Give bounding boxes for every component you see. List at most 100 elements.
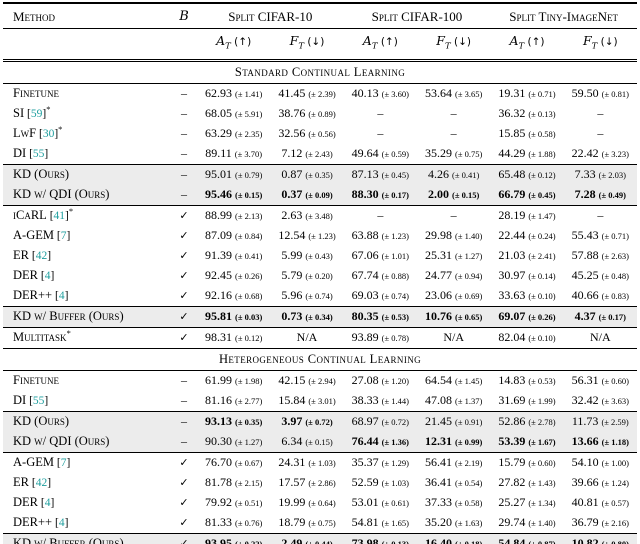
metric-cell: 10.76 (± 0.65) [416,305,491,327]
section-row: Standard Continual Learning [3,59,637,84]
metric-cell: 16.40 (± 0.18) [416,532,491,544]
section-header: Standard Continual Learning [3,59,637,84]
citation-bracket: [ [38,269,45,282]
buffer-cell: – [171,144,197,165]
metric-std: (± 0.74) [305,290,333,301]
metric-cell: 13.66 (± 1.18) [564,432,637,453]
citation-link[interactable]: 55 [32,147,45,160]
metric-value: 40.66 [571,287,599,302]
metric-value: 55.43 [571,227,599,242]
citation-link[interactable]: 42 [35,476,48,489]
metric-std: (± 0.57) [601,497,629,508]
section-header: Heterogeneous Continual Learning [3,347,637,371]
metric-cell: 2.49 (± 0.44) [270,532,344,544]
buffer-cell: ✓ [171,326,197,348]
metric-std: (± 0.03) [235,311,263,322]
citation-link[interactable]: 7 [60,229,67,242]
citation-link[interactable]: 42 [35,249,48,262]
metric-value: 87.13 [351,166,379,181]
metric-cell: 59.50 (± 0.81) [564,83,637,104]
method-name: Finetune [13,373,59,387]
citation-link[interactable]: 59 [30,107,43,120]
metric-value: 81.78 [205,474,232,489]
metric-value: 15.84 [278,392,306,407]
metric-cell: 32.42 (± 3.63) [564,391,637,412]
metric-cell: 40.66 (± 0.83) [564,286,637,307]
metric-std: (± 0.45) [528,189,556,200]
buffer-cell: – [171,104,197,124]
metric-std: (± 0.10) [528,332,556,343]
buffer-cell: ✓ [171,305,197,327]
metric-std: (± 0.56) [308,128,336,139]
metric-value: 69.03 [351,287,379,302]
metric-cell: 12.54 (± 1.23) [270,226,343,246]
direction-arrow-icon: (↑) [377,36,398,48]
metric-value: 76.44 [351,433,379,448]
metric-value: 64.54 [424,372,452,387]
metric-cell: 93.13 (± 0.35) [197,410,271,432]
metric-value: 68.97 [351,413,379,428]
metric-value: 2.63 [281,207,303,222]
method-cell: ER [42] [3,473,171,493]
metric-std: (± 0.88) [381,270,409,281]
citation-bracket: [ [28,249,36,262]
dash: – [181,167,187,181]
metric-std: (± 1.65) [381,517,409,528]
metric-value: 31.69 [498,392,526,407]
star-marker: * [58,123,63,134]
metric-value: 32.42 [571,392,599,407]
checkmark-icon: ✓ [179,209,189,222]
metric-value: 40.13 [351,85,379,100]
metric-cell: 93.95 (± 0.22) [197,532,271,544]
method-cell: ER [42] [3,246,171,266]
citation-link[interactable]: 4 [44,496,51,509]
metric-std: (± 0.65) [454,311,483,322]
metric-cell: 92.16 (± 0.68) [197,286,270,307]
citation-bracket: [ [38,496,45,509]
citation-link[interactable]: 4 [58,516,65,529]
table-subheader-row: AT (↑) FT (↓) AT (↑) FT (↓) AT (↑) FT (↓) [3,28,637,62]
metric-std: (± 1.47) [528,210,556,221]
method-name: KD w/ QDI (Ours) [13,187,110,201]
citation-link[interactable]: 30 [42,127,55,140]
metric-cell: 4.26 (± 0.41) [416,163,491,185]
method-name: DER [13,267,38,282]
metric-value: 12.54 [278,227,306,242]
citation-link[interactable]: 55 [32,394,45,407]
metric-std: (± 0.94) [454,270,483,281]
metric-value: 36.32 [498,105,526,120]
citation-bracket: [ [36,127,43,140]
metric-value: 79.92 [205,494,232,509]
metric-std: (± 2.13) [235,210,263,221]
citation-link[interactable]: 4 [44,269,51,282]
metric-std: (± 0.15) [235,189,263,200]
citation-link[interactable]: 7 [60,456,67,469]
metric-std: (± 1.27) [235,436,263,447]
metric-cell: – [417,104,490,124]
metric-value: 61.99 [205,372,232,387]
method-name: DER++ [13,514,53,529]
metric-value: 5.79 [281,267,303,282]
metric-cell: 5.79 (± 0.20) [270,266,343,286]
metric-cell: 44.29 (± 1.88) [490,144,563,165]
checkmark-icon: ✓ [179,456,189,469]
citation-link[interactable]: 41 [53,209,66,222]
metric-value: 10.82 [571,535,599,544]
metric-value: 52.86 [498,413,526,428]
metric-value: 29.74 [498,514,526,529]
metric-cell: 0.87 (± 0.35) [270,163,344,185]
metric-cell: 69.03 (± 0.74) [344,286,417,307]
metric-cell: 76.70 (± 0.67) [197,451,271,473]
metric-value: 4.37 [574,308,596,323]
buffer-cell: ✓ [171,532,197,544]
checkmark-icon: ✓ [179,249,189,262]
buffer-cell: – [171,185,197,206]
metric-std: (± 3.63) [601,395,629,406]
metric-std: (± 2.16) [601,517,629,528]
metric-value: 7.28 [574,186,596,201]
metric-cell: 4.37 (± 0.17) [563,305,637,327]
table-row: DER++ [4] ✓ 81.33 (± 0.76) 18.79 (± 0.75) 54… [3,513,637,534]
metric-cell: 68.97 (± 0.72) [343,410,417,432]
citation-link[interactable]: 4 [58,289,65,302]
citation-bracket: [ [26,147,33,160]
